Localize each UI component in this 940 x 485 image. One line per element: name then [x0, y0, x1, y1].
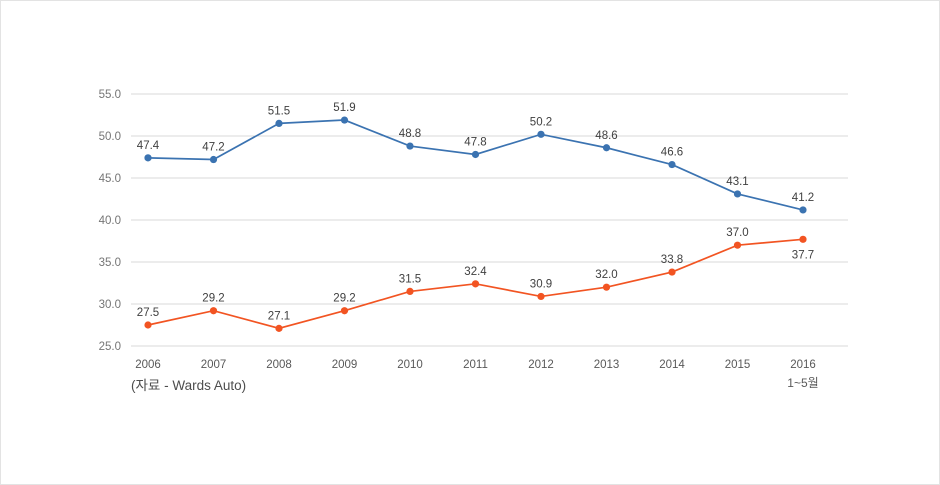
series-1-blue-data-label: 47.4 — [137, 140, 160, 152]
series-1-blue-data-label: 46.6 — [661, 147, 683, 159]
x-axis-tick-label: 2008 — [266, 359, 292, 371]
y-axis-tick-label: 55.0 — [99, 89, 121, 101]
series-1-blue-point — [340, 116, 349, 124]
x-axis-tick-label: 2013 — [594, 359, 620, 371]
x-axis-tick-label: 2006 — [135, 359, 161, 371]
series-1-blue-point — [733, 190, 742, 198]
series-2-orange-data-label: 32.4 — [464, 266, 487, 278]
series-1-blue-point — [275, 119, 283, 127]
series-2-orange-data-label: 31.5 — [399, 273, 421, 285]
series-2-orange-data-label: 27.5 — [137, 307, 159, 319]
series-1-blue-point — [406, 142, 414, 150]
y-axis-tick-label: 30.0 — [99, 299, 121, 311]
series-2-orange-point — [799, 235, 807, 243]
series-1-blue-data-label: 48.8 — [399, 128, 421, 140]
series-2-orange-point — [144, 321, 152, 329]
x-axis-tick-label: 2016 — [790, 359, 816, 371]
series-2-orange-data-label: 30.9 — [530, 278, 552, 290]
series-2-orange-point — [406, 287, 414, 295]
series-2-orange-data-label: 29.2 — [202, 293, 224, 305]
series-1-blue-point — [209, 155, 218, 164]
x-axis-tick-label: 2015 — [725, 359, 751, 371]
series-1-blue-data-label: 48.6 — [595, 130, 617, 142]
series-1-blue-data-label: 47.2 — [202, 142, 224, 154]
series-1-blue-point — [602, 144, 611, 152]
y-axis-tick-label: 50.0 — [99, 131, 121, 143]
series-1-blue-point — [471, 150, 480, 159]
series-2-orange-data-label: 29.2 — [333, 293, 355, 305]
series-2-orange-point — [471, 280, 480, 288]
series-1-blue-data-label: 50.2 — [530, 116, 552, 128]
series-1-blue-data-label: 47.8 — [464, 136, 486, 148]
series-2-orange-point — [733, 241, 742, 249]
series-1-blue-line — [147, 119, 804, 211]
series-2-orange-data-label: 32.0 — [595, 269, 617, 281]
series-2-orange-point — [602, 283, 611, 291]
series-1-blue-point — [537, 130, 545, 138]
series-2-orange-data-label: 33.8 — [661, 254, 683, 266]
series-2-orange-data-label: 37.0 — [726, 227, 748, 239]
chart-source-note: (자료 - Wards Auto) — [131, 378, 247, 393]
y-axis-tick-label: 45.0 — [99, 173, 121, 185]
series-2-orange-data-label: 27.1 — [268, 310, 290, 322]
series-2-orange-point — [275, 324, 283, 332]
series-2-orange-point — [537, 292, 545, 301]
x-axis-tick-label: 2010 — [397, 359, 423, 371]
series-1-blue-point — [144, 154, 152, 162]
series-1-blue-point — [799, 206, 807, 214]
x-axis-tick-label: 2011 — [463, 359, 488, 371]
x-axis-tick-label: 2009 — [332, 359, 358, 371]
x-axis-sub-label: 1~5월 — [787, 376, 819, 390]
y-axis-tick-label: 35.0 — [99, 257, 121, 269]
y-axis-tick-label: 40.0 — [99, 215, 121, 227]
x-axis-tick-label: 2014 — [659, 359, 685, 371]
series-1-blue-point — [668, 160, 676, 169]
x-axis-tick-label: 2012 — [528, 359, 554, 371]
x-axis-tick-label: 2007 — [201, 359, 227, 371]
series-1-blue-data-label: 43.1 — [726, 176, 748, 188]
series-2-orange-point — [668, 268, 676, 276]
series-1-blue-data-label: 51.9 — [333, 102, 355, 114]
series-1-blue-data-label: 41.2 — [792, 192, 814, 204]
series-1-blue-data-label: 51.5 — [268, 105, 290, 117]
series-2-orange-data-label: 37.7 — [792, 249, 814, 261]
y-axis-tick-label: 25.0 — [99, 341, 121, 353]
series-2-orange-point — [340, 307, 349, 315]
series-2-orange-point — [209, 307, 218, 315]
